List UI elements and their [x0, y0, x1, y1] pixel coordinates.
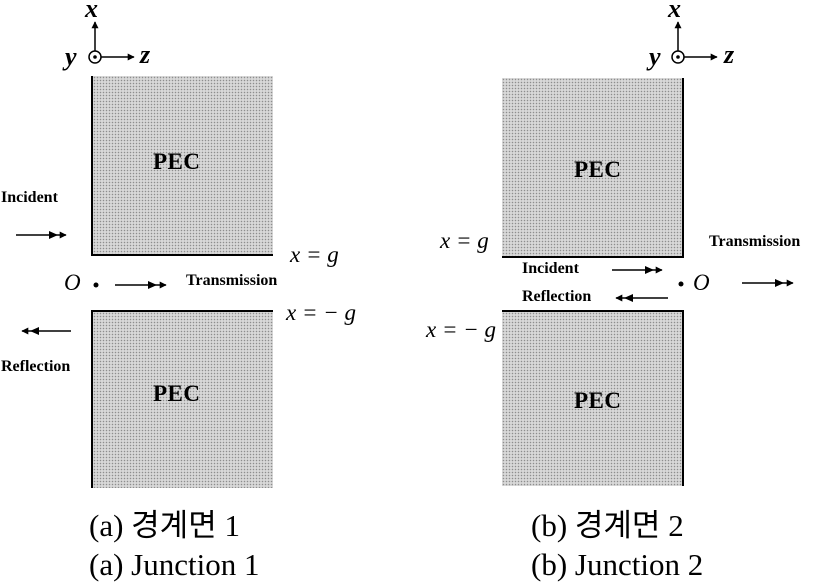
pec-block-b-top [502, 78, 684, 258]
incident-arrow-b [612, 266, 663, 274]
boundary-upper-label-b: x = g [440, 228, 489, 253]
origin-dot-b [678, 281, 684, 287]
axis-y-label-b: y [649, 42, 661, 71]
axis-x-label-b: x [668, 0, 681, 23]
transmission-label-b: Transmission [709, 233, 801, 250]
pec-label-a-bottom: PEC [153, 381, 201, 406]
axis-z-label-a: z [140, 40, 151, 69]
axis-x-label-a: x [85, 0, 98, 23]
pec-label-b-top: PEC [574, 157, 622, 182]
reflection-arrow-b [615, 294, 668, 302]
transmission-arrow-a [115, 281, 167, 289]
pec-block-a-bottom [91, 310, 273, 488]
transmission-arrow-b [742, 279, 794, 287]
boundary-lower-label-a: x = − g [286, 300, 356, 325]
pec-label-b-bottom: PEC [574, 388, 622, 413]
origin-label-a: O [64, 270, 81, 295]
pec-label-a-top: PEC [153, 149, 201, 174]
boundary-upper-label-a: x = g [290, 242, 339, 267]
axes-icon-a [88, 21, 135, 64]
axis-z-label-b: z [724, 40, 735, 69]
caption-english-a: (a) Junction 1 [89, 547, 260, 582]
incident-label-a: Incident [1, 189, 58, 206]
reflection-label-a: Reflection [1, 358, 71, 375]
caption-korean-b: (b) 경계면 2 [531, 508, 684, 543]
incident-arrow-a [16, 231, 67, 239]
origin-dot-a [93, 282, 99, 288]
pec-block-a-top [91, 76, 273, 256]
axes-icon-b [671, 21, 718, 64]
transmission-label-a: Transmission [186, 272, 278, 289]
caption-korean-a: (a) 경계면 1 [89, 508, 240, 543]
origin-label-b: O [693, 270, 710, 295]
pec-block-b-bottom [502, 310, 684, 486]
axis-y-label-a: y [65, 42, 77, 71]
reflection-label-b: Reflection [522, 288, 592, 305]
incident-label-b: Incident [522, 260, 579, 277]
caption-english-b: (b) Junction 2 [531, 547, 704, 582]
reflection-arrow-a [21, 327, 71, 335]
boundary-lower-label-b: x = − g [426, 317, 496, 342]
